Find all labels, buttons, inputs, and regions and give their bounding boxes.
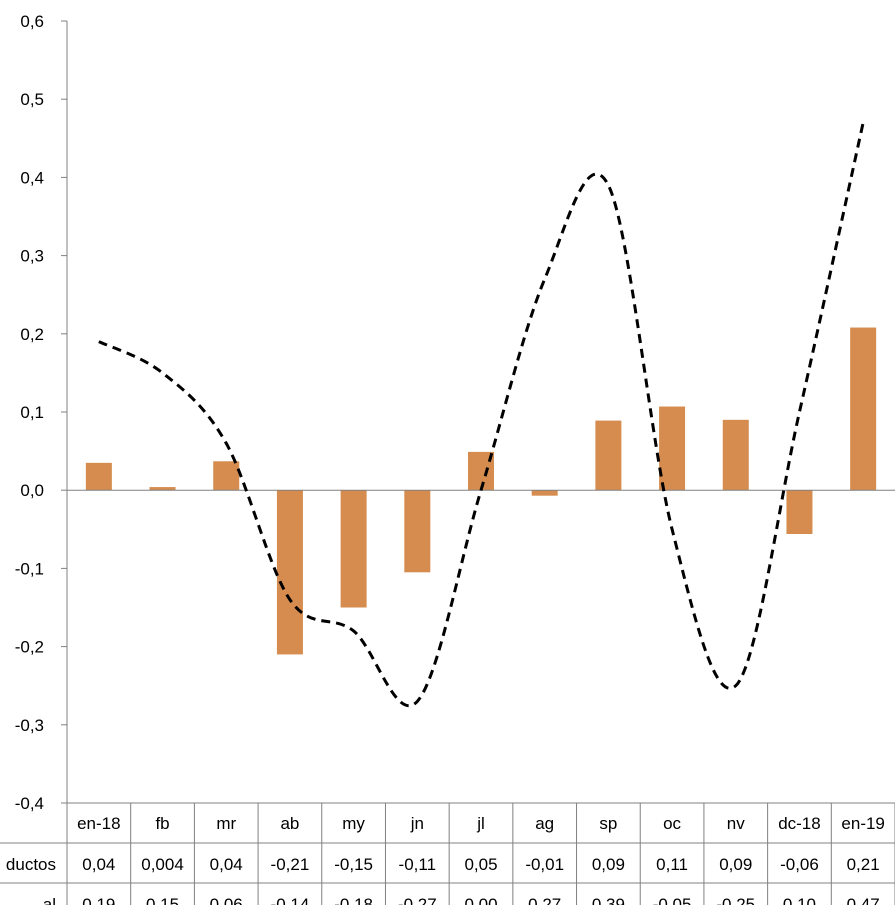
- y-tick-label: 0,3: [20, 247, 44, 266]
- series-label-al: al: [43, 895, 56, 905]
- table-cell: -0,25: [716, 895, 755, 905]
- table-cell: 0,19: [82, 895, 115, 905]
- table-cell: -0,05: [653, 895, 692, 905]
- bar-nv: [722, 419, 749, 491]
- x-tick-label: ab: [280, 814, 299, 833]
- table-cell: 0,21: [847, 855, 880, 874]
- y-tick-label: -0,2: [15, 638, 44, 657]
- bar-dc-18: [786, 490, 813, 534]
- bar-series: [85, 327, 877, 655]
- y-tick-label: 0,6: [20, 12, 44, 31]
- bar-sp: [595, 420, 622, 491]
- x-tick-label: en-18: [77, 814, 120, 833]
- table-cell: -0,18: [334, 895, 373, 905]
- bar-en-18: [85, 462, 112, 491]
- line-series-al: [98, 122, 865, 707]
- x-tick-label: sp: [599, 814, 617, 833]
- table-cell: -0,11: [399, 855, 437, 874]
- bar-jn: [404, 490, 431, 573]
- x-tick-label: en-19: [841, 814, 884, 833]
- bar-ag: [531, 490, 558, 496]
- y-tick-label: -0,3: [15, 716, 44, 735]
- x-tick-label: fb: [155, 814, 169, 833]
- y-tick-label: 0,1: [20, 403, 44, 422]
- table-cell: 0,15: [146, 895, 179, 905]
- x-tick-label: my: [342, 814, 365, 833]
- data-table: en-18 fb mr ab my jn jl ag sp oc nv dc-18 en-19 ducto…: [0, 802, 895, 905]
- y-tick-label: 0,5: [20, 90, 44, 109]
- x-tick-label: jn: [410, 814, 424, 833]
- bar-oc: [659, 406, 686, 491]
- y-tick-label: 0,2: [20, 325, 44, 344]
- table-cell: 0,10: [783, 895, 816, 905]
- x-tick-label: mr: [216, 814, 236, 833]
- table-cell: 0,04: [82, 855, 115, 874]
- table-cell: -0,06: [780, 855, 819, 874]
- bar-fb: [149, 487, 176, 491]
- table-cell: -0,21: [271, 855, 310, 874]
- bar-my: [340, 490, 367, 608]
- table-cell: 0,47: [847, 895, 880, 905]
- x-tick-label: dc-18: [778, 814, 821, 833]
- y-axis-ticks: 0,6 0,5 0,4 0,3 0,2 0,1 0,0 -0,1 -0,2 -0,3 -0,4: [15, 12, 67, 813]
- table-cell: 0,00: [464, 895, 497, 905]
- bar-mr: [213, 461, 240, 491]
- bar-en-19: [850, 327, 877, 491]
- x-tick-label: ag: [535, 814, 554, 833]
- table-cell: 0,09: [719, 855, 752, 874]
- table-cell: 0,05: [464, 855, 497, 874]
- y-tick-label: 0,4: [20, 168, 44, 187]
- bar-ab: [276, 490, 303, 655]
- x-tick-label: oc: [663, 814, 681, 833]
- table-cell: -0,27: [398, 895, 437, 905]
- table-cell: -0,01: [525, 855, 564, 874]
- table-cell: 0,06: [210, 895, 243, 905]
- y-tick-label: -0,1: [15, 559, 44, 578]
- table-cell: 0,27: [528, 895, 561, 905]
- table-cell: 0,004: [141, 855, 184, 874]
- table-cell: 0,11: [656, 855, 688, 874]
- table-cell: 0,04: [210, 855, 243, 874]
- x-tick-label: jl: [476, 814, 485, 833]
- y-tick-label: 0,0: [20, 481, 44, 500]
- table-cell: -0,15: [334, 855, 373, 874]
- table-cell: 0,39: [592, 895, 625, 905]
- x-tick-label: nv: [727, 814, 745, 833]
- series-label-ductos: ductos: [6, 855, 56, 874]
- table-cell: 0,09: [592, 855, 625, 874]
- table-cell: -0,14: [271, 895, 310, 905]
- y-tick-label: -0,4: [15, 794, 44, 813]
